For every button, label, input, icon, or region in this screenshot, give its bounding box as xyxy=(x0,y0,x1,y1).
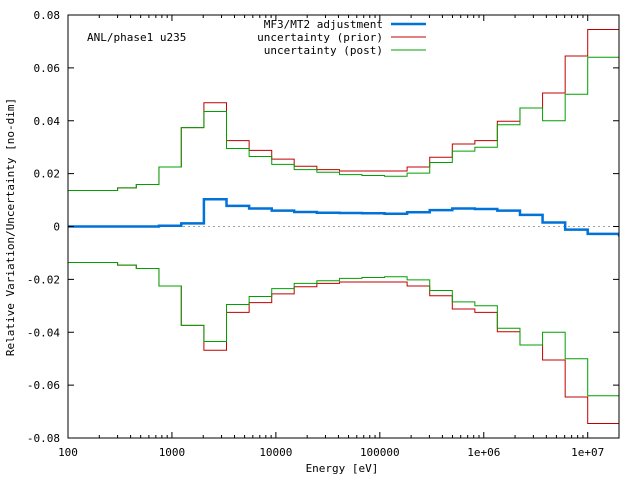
x-tick-label: 1e+06 xyxy=(467,446,500,459)
x-tick-label: 100 xyxy=(58,446,78,459)
y-tick-label: -0.08 xyxy=(27,432,60,445)
y-tick-label: 0.08 xyxy=(34,9,61,22)
series-line xyxy=(68,198,619,237)
x-axis-label: Energy [eV] xyxy=(306,462,379,475)
y-tick-label: 0.04 xyxy=(34,115,61,128)
y-tick-label: -0.04 xyxy=(27,326,60,339)
legend-label: MF3/MT2 adjustment xyxy=(264,18,383,31)
legend-label: uncertainty (post) xyxy=(264,44,383,57)
series-2 xyxy=(68,30,619,423)
series-layer xyxy=(68,29,619,424)
x-tick-label: 1e+07 xyxy=(571,446,604,459)
series-line-mirror xyxy=(68,261,619,423)
series-0 xyxy=(68,198,619,237)
y-tick-label: -0.02 xyxy=(27,273,60,286)
y-tick-label: 0.06 xyxy=(34,62,61,75)
x-tick-label: 100000 xyxy=(360,446,400,459)
series-line xyxy=(68,30,619,192)
y-tick-label: 0.02 xyxy=(34,168,61,181)
y-tick-label: -0.06 xyxy=(27,379,60,392)
y-axis-label: Relative Variation/Uncertainty [no-dim] xyxy=(4,98,17,356)
tick-layer: -0.08 -0.06 -0.04 -0.02 0 0.02 0.04 0.06 0.08 100… xyxy=(27,9,620,459)
x-tick-label: 10000 xyxy=(259,446,292,459)
y-tick-label: 0 xyxy=(53,221,60,234)
chart-annotation: ANL/phase1 u235 xyxy=(87,31,186,44)
x-tick-label: 1000 xyxy=(159,446,186,459)
legend-label: uncertainty (prior) xyxy=(257,31,383,44)
